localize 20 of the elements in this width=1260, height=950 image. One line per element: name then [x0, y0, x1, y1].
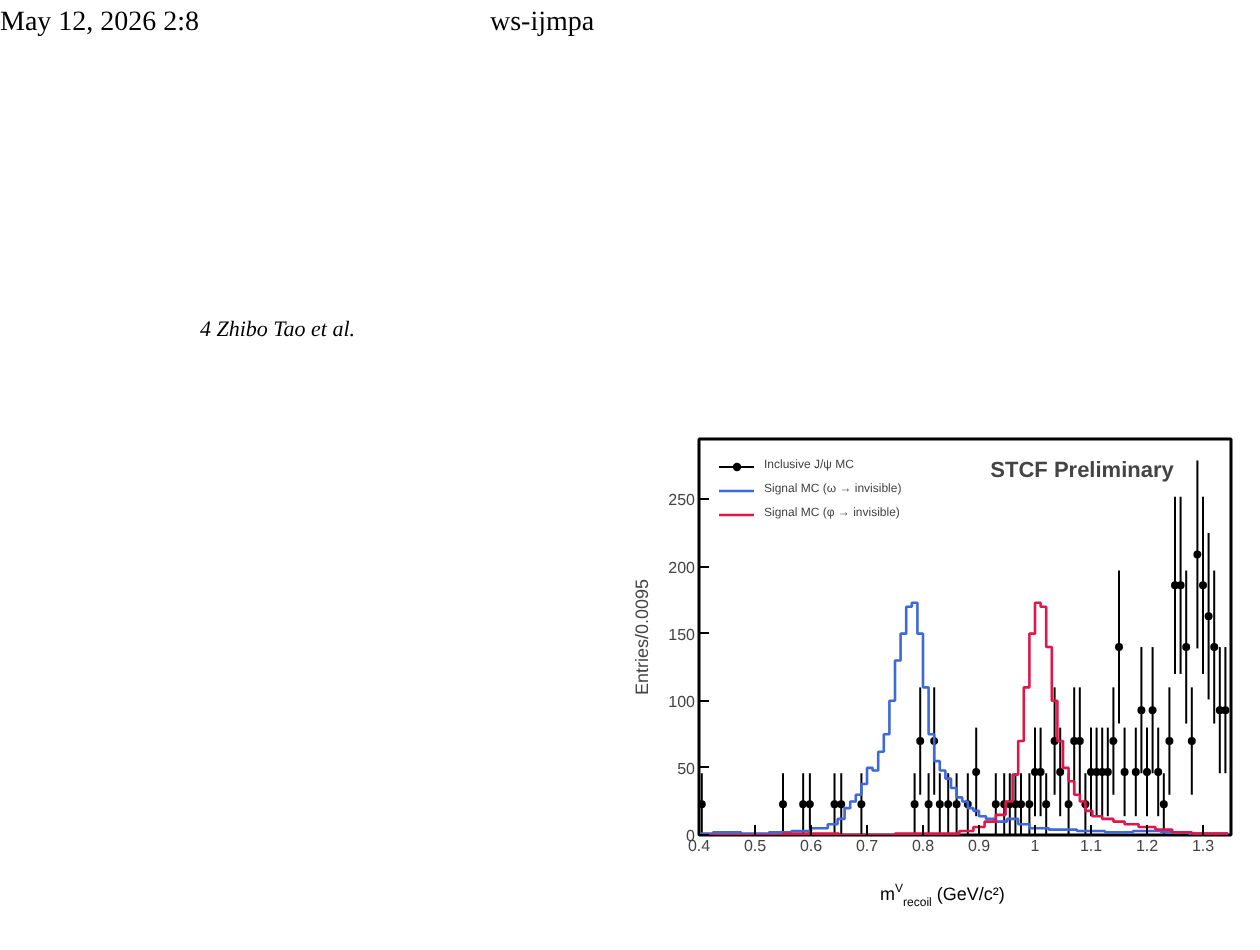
- y-tick-label: 100: [668, 692, 697, 711]
- x-tick-label: 1: [1030, 837, 1041, 855]
- y-tick-label: 50: [677, 759, 697, 778]
- y-axis-title: Entries/0.0095: [632, 578, 653, 696]
- y-tick-label: 200: [668, 558, 697, 577]
- x-tick-label: 1.1: [1079, 837, 1104, 855]
- annotation: STCF Preliminary: [990, 458, 1176, 483]
- x-tick-label: 1.3: [1191, 837, 1216, 855]
- x-axis-title: m$^{V}$$_{recoil}$ (GeV/c²): [880, 881, 1005, 914]
- y-tick-label: 150: [668, 625, 697, 644]
- x-tick-label: 0.5: [743, 837, 768, 855]
- x-tick-label: 0.6: [799, 837, 824, 855]
- x-tick-label: 0.8: [911, 837, 936, 855]
- x-tick-label: 0.9: [967, 837, 992, 855]
- text: 4 Zhibo Tao et al.: [200, 318, 356, 342]
- text: May 12, 2026 2:8: [0, 6, 202, 42]
- text: ws-ijmpa: [490, 6, 597, 42]
- x-tick-label: 1.2: [1135, 837, 1160, 855]
- y-tick-label: 250: [668, 491, 697, 510]
- x-tick-label: 0.7: [855, 837, 880, 855]
